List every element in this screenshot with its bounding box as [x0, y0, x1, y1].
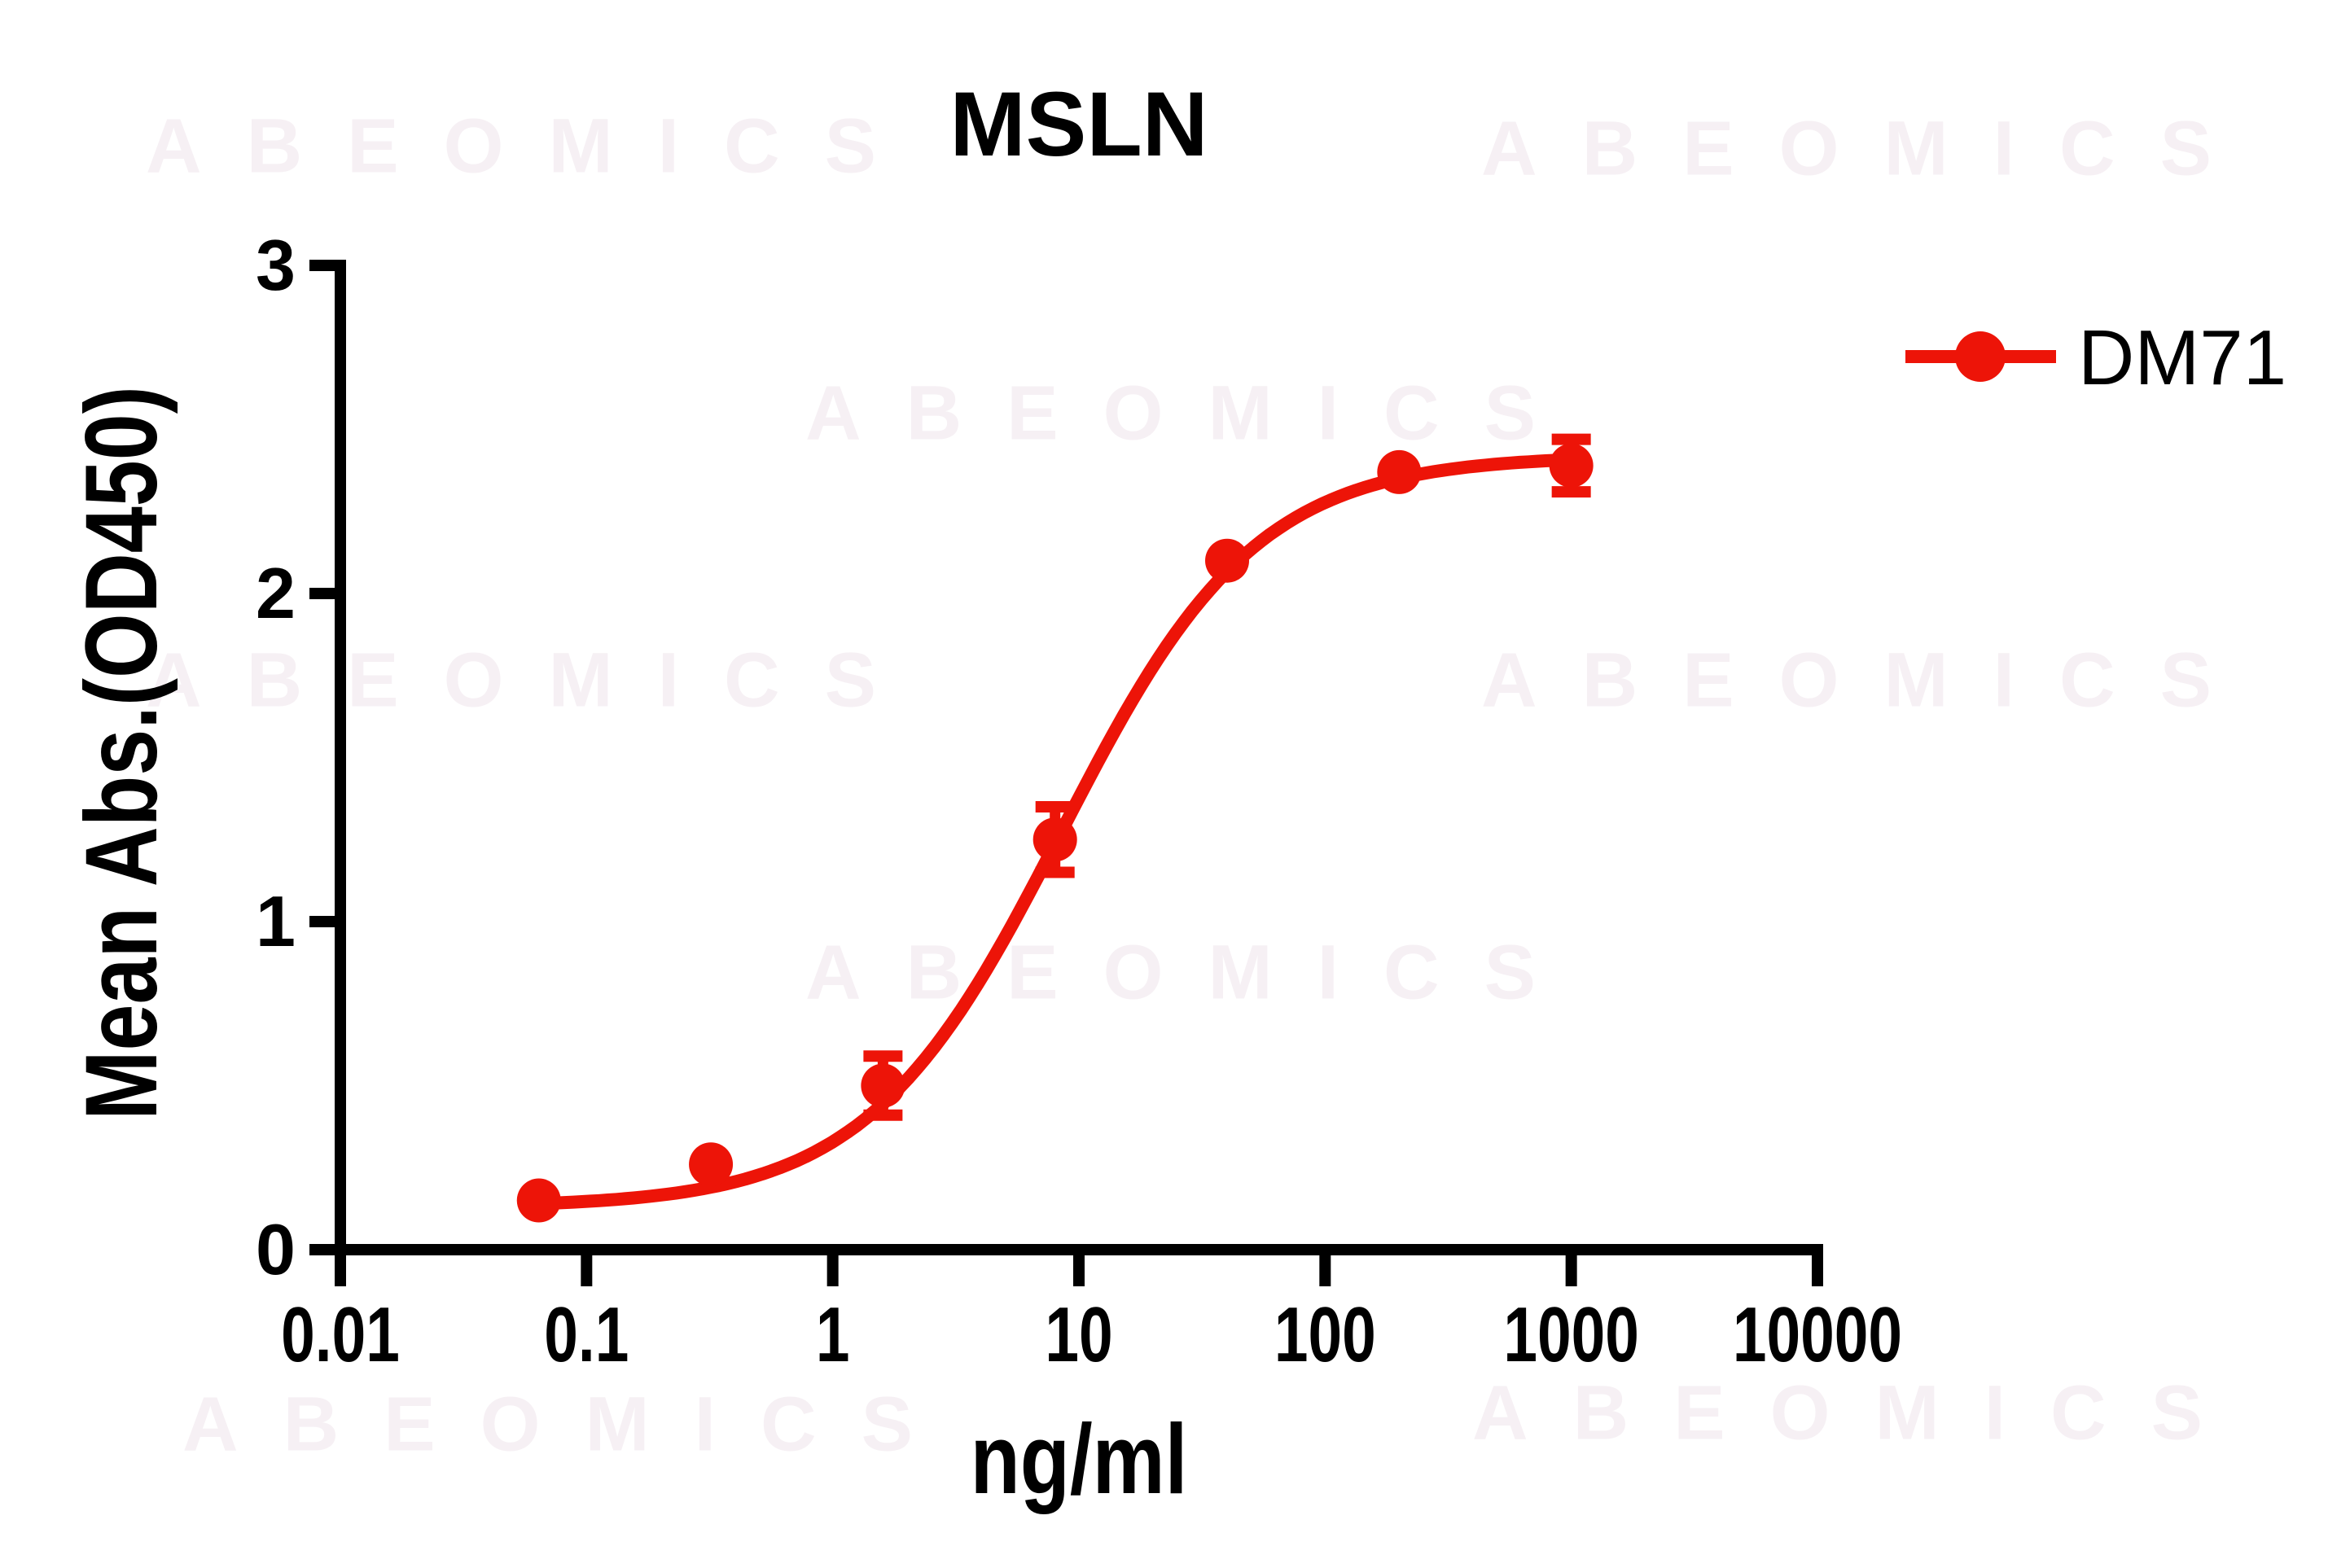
- watermark: ABEOMICS: [1472, 1369, 2247, 1456]
- watermark: ABEOMICS: [146, 637, 921, 724]
- x-tick-label: 100: [1274, 1291, 1376, 1378]
- data-point-marker: [1549, 443, 1594, 488]
- watermark: ABEOMICS: [1481, 637, 2256, 724]
- x-tick-label: 1: [816, 1291, 850, 1378]
- watermark: ABEOMICS: [1481, 105, 2256, 192]
- data-point-marker: [861, 1063, 905, 1108]
- x-tick-label: 0.01: [281, 1291, 400, 1378]
- chart-title: MSLN: [949, 73, 1208, 175]
- watermark: ABEOMICS: [182, 1381, 958, 1468]
- legend-marker-dot: [1955, 331, 2006, 382]
- x-tick-label: 1000: [1503, 1291, 1639, 1378]
- legend-label: DM71: [2078, 314, 2286, 401]
- data-point-marker: [516, 1178, 561, 1223]
- watermark: ABEOMICS: [805, 370, 1581, 457]
- y-tick-label: 0: [256, 1209, 296, 1290]
- data-point-marker: [1205, 538, 1250, 583]
- x-tick-label: 0.1: [544, 1291, 629, 1378]
- watermark: ABEOMICS: [805, 929, 1581, 1016]
- data-point-marker: [1033, 817, 1077, 862]
- x-axis-title: ng/ml: [970, 1404, 1188, 1514]
- watermark: ABEOMICS: [146, 103, 921, 190]
- y-tick-label: 2: [256, 553, 296, 633]
- y-tick-label: 3: [256, 225, 296, 305]
- x-tick-label: 10000: [1733, 1291, 1902, 1378]
- data-point-marker: [1377, 449, 1422, 494]
- x-tick-label: 10: [1045, 1291, 1112, 1378]
- data-point-marker: [689, 1142, 734, 1187]
- y-tick-label: 1: [256, 881, 296, 961]
